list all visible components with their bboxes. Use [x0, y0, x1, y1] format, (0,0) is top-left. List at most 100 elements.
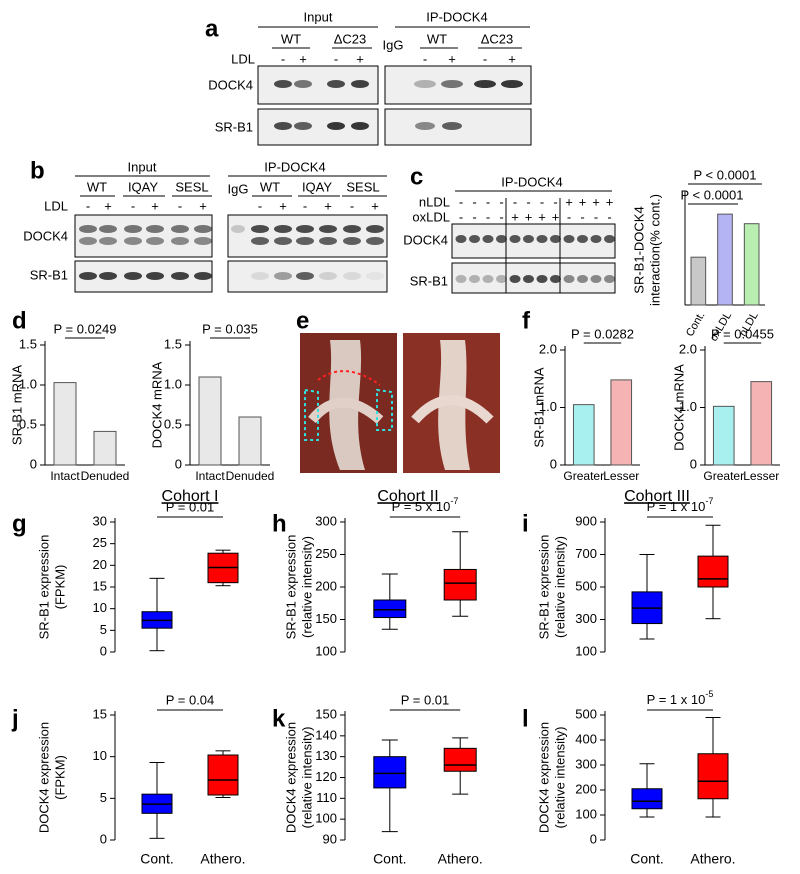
band [274, 122, 292, 130]
band [79, 237, 97, 245]
blot [227, 214, 388, 258]
band [455, 235, 467, 243]
band [251, 237, 269, 245]
panel-label: b [30, 157, 45, 184]
y-tick-label: 15 [93, 578, 107, 593]
band [319, 272, 337, 280]
y-axis-label: SR-B1 expression [36, 535, 51, 640]
group-label: WT [281, 31, 301, 46]
chart-title: Cohort III [624, 488, 690, 505]
blot [74, 214, 213, 258]
p-value: P < 0.0001 [693, 167, 756, 182]
p-value: P = 0.0455 [711, 326, 774, 341]
box [443, 747, 477, 772]
panel-label: j [11, 705, 19, 732]
group-label: ΔC23 [334, 31, 367, 46]
bar [198, 376, 222, 466]
band [366, 272, 384, 280]
header: IP-DOCK4 [426, 9, 487, 24]
sign: - [334, 51, 338, 66]
band [455, 275, 467, 283]
igg-label: IgG [383, 37, 404, 52]
x-tick-label: Lesser [603, 469, 639, 483]
box [443, 568, 477, 601]
panel-label: h [272, 510, 287, 537]
bar [238, 416, 262, 466]
band [343, 272, 361, 280]
bar [743, 223, 760, 306]
y-tick-label: 0 [550, 456, 557, 471]
sign: - [131, 198, 135, 213]
x-tick-label: Greater [703, 469, 744, 483]
band [327, 122, 345, 130]
p-value: P = 0.0249 [53, 321, 116, 336]
band [231, 225, 245, 233]
y-axis-label: DOCK4 expression [536, 722, 551, 833]
x-tick-label: Intact [50, 469, 80, 483]
panel-label: e [296, 307, 309, 334]
row-label: SR-B1 [215, 119, 253, 134]
sign: + [511, 209, 519, 224]
band [501, 80, 523, 88]
y-tick-label: 20 [93, 557, 107, 572]
band [474, 80, 496, 88]
y-axis-label: DOCK4 mRNA [671, 364, 686, 451]
group-label: IQAY [128, 179, 158, 194]
band [604, 275, 615, 283]
band [482, 235, 494, 243]
outline-red [317, 370, 381, 386]
p-value: P < 0.0001 [680, 187, 743, 202]
sign: - [303, 198, 307, 213]
sign: - [86, 198, 90, 213]
band [343, 237, 361, 245]
photo-e [300, 333, 500, 473]
outline-cyan [304, 388, 393, 441]
sign: + [538, 209, 546, 224]
chart-title: Cohort I [162, 488, 219, 505]
band [79, 225, 97, 233]
y-tick-label: 90 [323, 831, 337, 846]
y-tick-label: 0 [175, 456, 182, 471]
box [373, 756, 407, 789]
y-tick-label: 5 [100, 790, 107, 805]
band [496, 275, 507, 283]
y-axis-label: SR-B1 expression [536, 535, 551, 640]
p-text: P = 1 x 10 [647, 499, 706, 514]
group-label: ΔC23 [481, 31, 514, 46]
y-tick-label: 1.0 [19, 376, 37, 391]
y-tick-label: 130 [315, 748, 337, 763]
header: IP-DOCK4 [264, 159, 325, 174]
treatment-label: oxLDL [412, 209, 450, 224]
band [523, 275, 534, 283]
y-tick-label: 700 [575, 546, 597, 561]
band [296, 225, 314, 233]
band [441, 80, 463, 88]
band [296, 237, 314, 245]
y-tick-label: 1.5 [164, 336, 182, 351]
x-tick-label: Cont. [140, 851, 173, 867]
band [194, 272, 212, 280]
band [414, 80, 436, 88]
band [496, 235, 507, 243]
band [251, 225, 269, 233]
panel-label: d [12, 307, 27, 334]
band [536, 235, 548, 243]
sign: - [607, 209, 611, 224]
bar [712, 405, 735, 466]
band [274, 237, 292, 245]
treatment-label: LDL [231, 51, 255, 66]
sign: + [299, 51, 307, 66]
band [274, 272, 292, 280]
box [207, 754, 239, 796]
y-tick-label: 0 [30, 456, 37, 471]
y-tick-label: 250 [315, 546, 337, 561]
band [351, 80, 369, 88]
y-tick-label: 120 [315, 769, 337, 784]
bar [717, 213, 733, 306]
sign: - [423, 51, 427, 66]
row-label: SR-B1 [30, 267, 68, 282]
sign: + [151, 198, 159, 213]
